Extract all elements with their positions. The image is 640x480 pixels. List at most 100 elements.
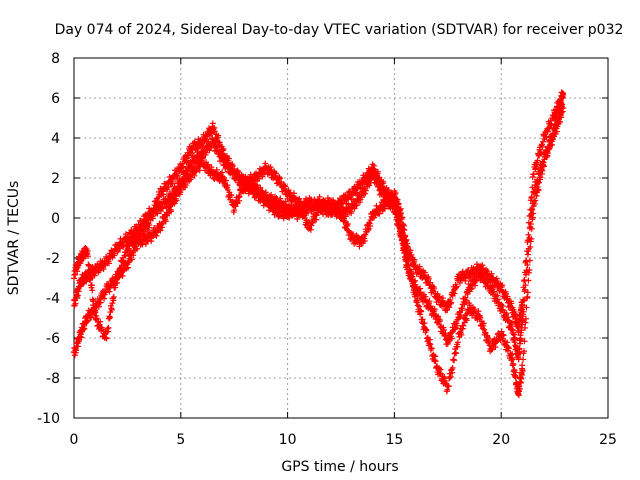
data-point: [548, 122, 555, 129]
data-point: [504, 293, 511, 300]
data-point: [72, 271, 79, 278]
data-point: [401, 227, 408, 234]
plot-area-border: [73, 57, 609, 419]
data-point: [199, 155, 206, 162]
data-point: [398, 214, 405, 221]
data-point: [392, 189, 399, 196]
data-point: [86, 271, 93, 278]
data-point: [225, 161, 232, 168]
data-point: [174, 172, 181, 179]
data-point: [421, 269, 428, 276]
data-point: [267, 164, 274, 171]
data-point: [231, 207, 238, 214]
data-point: [236, 193, 243, 200]
data-point: [404, 243, 411, 250]
x-tick-label: 10: [279, 432, 297, 448]
data-point: [525, 231, 532, 238]
data-point: [431, 306, 438, 313]
data-point: [119, 272, 126, 279]
y-tick-label: -8: [46, 371, 60, 387]
data-point: [418, 308, 425, 315]
data-point: [381, 205, 388, 212]
data-point: [538, 148, 545, 155]
data-point: [505, 345, 512, 352]
data-point: [128, 256, 135, 263]
data-point: [385, 186, 392, 193]
data-point: [100, 266, 107, 273]
data-point: [74, 292, 81, 299]
x-axis-label: GPS time / hours: [281, 459, 398, 475]
data-point: [499, 282, 506, 289]
data-points: [71, 89, 567, 399]
data-point: [375, 181, 382, 188]
y-tick-label: 6: [51, 91, 60, 107]
data-point: [73, 293, 80, 300]
data-point: [453, 283, 460, 290]
data-point: [403, 236, 410, 243]
data-point: [97, 318, 104, 325]
data-point: [448, 299, 455, 306]
chart-title: Day 074 of 2024, Sidereal Day-to-day VTE…: [55, 22, 624, 38]
data-point: [282, 183, 289, 190]
data-point: [521, 276, 528, 283]
data-point: [259, 188, 266, 195]
data-point: [426, 298, 433, 305]
data-point: [512, 369, 519, 376]
data-point: [460, 322, 467, 329]
data-point: [81, 325, 88, 332]
data-point: [154, 210, 161, 217]
data-point: [463, 317, 470, 324]
data-point: [348, 210, 355, 217]
data-point: [416, 263, 423, 270]
data-point: [303, 195, 310, 202]
data-point: [84, 248, 91, 255]
data-point: [477, 314, 484, 321]
data-point: [522, 315, 529, 322]
data-point: [468, 285, 475, 292]
x-tick-label: 0: [70, 432, 79, 448]
data-point: [427, 341, 434, 348]
data-point: [534, 157, 541, 164]
x-tick-label: 5: [176, 432, 185, 448]
y-tick-label: 8: [51, 51, 60, 67]
data-point: [204, 162, 211, 169]
data-point: [445, 383, 452, 390]
data-point: [203, 149, 210, 156]
data-point: [423, 327, 430, 334]
data-point: [404, 262, 411, 269]
data-point: [214, 144, 221, 151]
data-point: [549, 141, 556, 148]
data-point: [196, 167, 203, 174]
data-point: [515, 356, 522, 363]
y-tick-labels: -10 -8 -6 -4 -2 0 2 4 6 8: [37, 51, 60, 427]
data-point: [510, 361, 517, 368]
data-point: [220, 154, 227, 161]
data-point: [361, 237, 368, 244]
data-point: [508, 300, 515, 307]
data-point: [488, 345, 495, 352]
data-point: [110, 294, 117, 301]
data-point: [73, 347, 80, 354]
data-point: [519, 367, 526, 374]
data-point: [527, 206, 534, 213]
data-point: [185, 152, 192, 159]
data-point: [72, 300, 79, 307]
data-point: [400, 221, 407, 228]
data-point: [409, 273, 416, 280]
data-point: [559, 95, 566, 102]
data-point: [211, 128, 218, 135]
y-axis-label: SDTVAR / TECUs: [6, 181, 22, 296]
data-point: [89, 263, 96, 270]
data-point: [105, 260, 112, 267]
data-point: [78, 334, 85, 341]
data-point: [500, 332, 507, 339]
data-point: [425, 275, 432, 282]
data-point: [220, 145, 227, 152]
data-point: [516, 386, 523, 393]
data-point: [493, 275, 500, 282]
data-point: [523, 248, 530, 255]
data-point: [255, 175, 262, 182]
data-point: [554, 123, 561, 130]
data-point: [531, 190, 538, 197]
data-point: [427, 279, 434, 286]
